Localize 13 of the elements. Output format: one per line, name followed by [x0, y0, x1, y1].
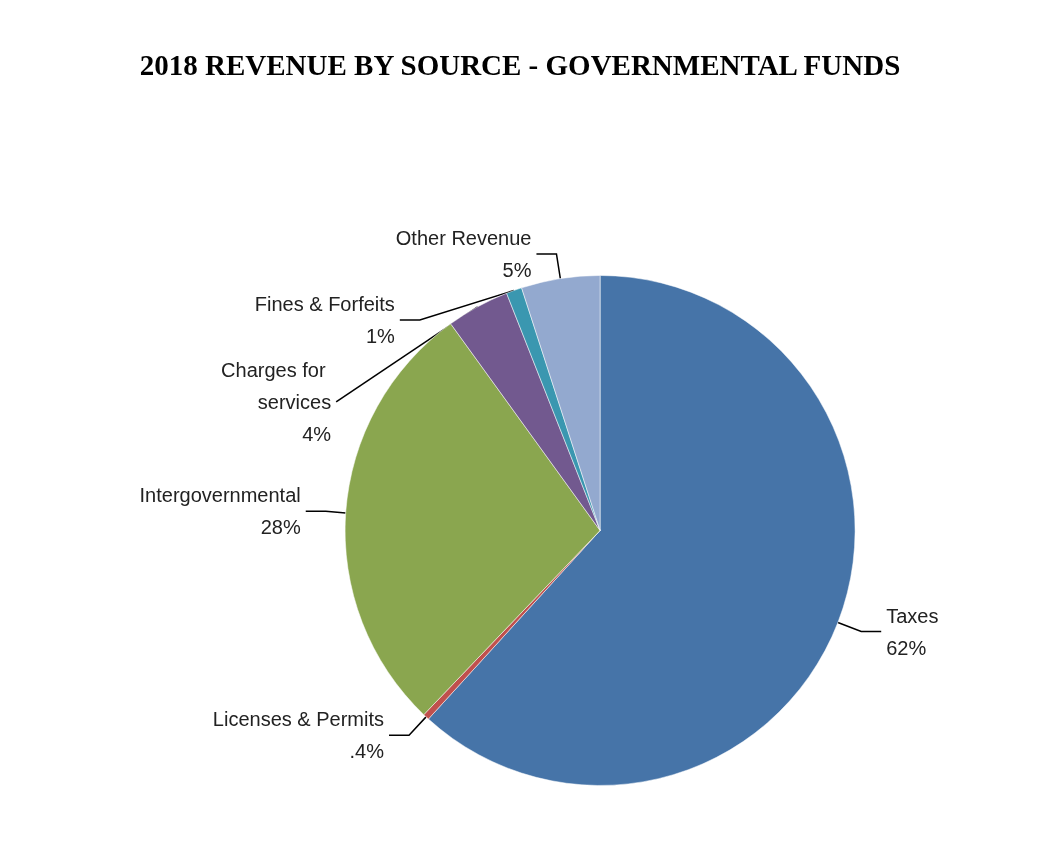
slice-label: Taxes	[886, 604, 939, 627]
slice-label: Fines & Forfeits	[254, 292, 395, 315]
data-label: 4%	[302, 422, 332, 445]
slice-label: Other Revenue	[395, 226, 532, 249]
chart-title: 2018 REVENUE BY SOURCE - GOVERNMENTAL FUNDS	[139, 48, 901, 81]
data-label: 5%	[502, 258, 532, 281]
data-label: 1%	[365, 324, 396, 347]
data-label: .4%	[349, 740, 385, 763]
data-label: 62%	[886, 636, 927, 659]
slice-label: Licenses & Permits	[212, 708, 385, 731]
slice-label: Intergovernmental	[139, 484, 301, 507]
slice-label: Charges for services	[221, 358, 332, 413]
data-label: 28%	[260, 516, 301, 539]
